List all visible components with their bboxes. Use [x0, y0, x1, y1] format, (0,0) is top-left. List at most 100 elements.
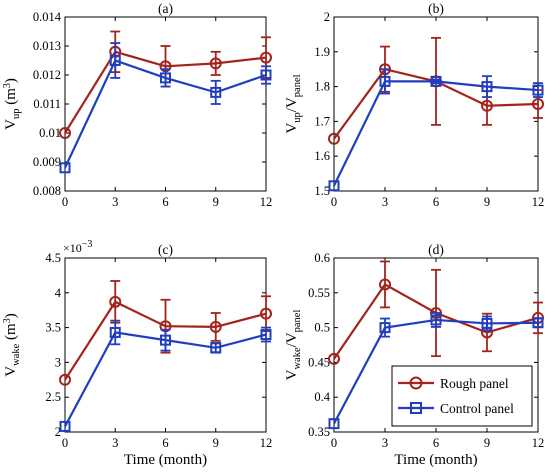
- ylabel-rest: /V: [284, 332, 300, 347]
- y-tick-label: 1.6: [314, 149, 330, 163]
- data-point: [59, 162, 71, 174]
- data-point: [532, 98, 544, 110]
- y-tick-label: 0.55: [308, 286, 330, 300]
- data-point: [260, 51, 272, 64]
- ylabel-sub: up: [11, 109, 22, 120]
- y-tick-label: 0.5: [314, 321, 330, 335]
- ylabel-end: ): [3, 78, 19, 83]
- y-tick-label: 0.45: [308, 355, 330, 369]
- data-point: [160, 334, 171, 346]
- y-tick-label: 1.8: [314, 80, 330, 94]
- ylabel-main: V: [3, 119, 19, 130]
- y-tick-label: 1.9: [314, 45, 330, 59]
- x-tick-label: 6: [162, 195, 168, 209]
- legend: Rough panel Control panel: [391, 365, 533, 427]
- data-point: [210, 86, 222, 98]
- x-tick-label: 12: [532, 436, 545, 450]
- data-point: [328, 352, 340, 365]
- data-point: [328, 180, 340, 192]
- x-tick-label: 6: [433, 436, 439, 450]
- panel-d: 0.35 0.4 0.45 0.5 0.55 0.6 0 3 6 9 12 (d) Vwake/Vpan…: [284, 242, 544, 468]
- data-point: [210, 342, 222, 354]
- data-point: [59, 420, 71, 432]
- y-tick-label: 1.7: [314, 114, 330, 128]
- ylabel-main: V: [3, 366, 19, 377]
- x-tick-label: 12: [260, 436, 273, 450]
- ylabel-sup: 3: [2, 83, 13, 88]
- ylabel-rest: (m: [3, 323, 19, 344]
- data-point: [532, 317, 544, 329]
- y-tick-label: 0.35: [308, 425, 330, 439]
- data-point: [481, 99, 493, 112]
- legend-marker: [410, 402, 422, 414]
- data-point: [260, 307, 272, 320]
- data-point: [328, 418, 340, 430]
- ylabel-sup: 3: [2, 318, 13, 323]
- exponent-label: ×10−3: [63, 239, 92, 255]
- x-tick-label: 0: [62, 195, 68, 209]
- y-tick-label: 4: [55, 286, 62, 300]
- y-tick-label: 0.009: [33, 155, 61, 169]
- x-tick-label: 12: [532, 195, 545, 209]
- data-point: [379, 322, 391, 334]
- series-control: [59, 42, 272, 174]
- legend-box: [391, 365, 533, 427]
- data-point: [481, 81, 493, 93]
- panel-title: (d): [428, 242, 444, 257]
- data-point: [59, 373, 71, 386]
- legend-label: Control panel: [440, 401, 514, 416]
- x-tick-label: 3: [382, 195, 388, 209]
- x-tick-label: 9: [213, 436, 219, 450]
- y-tick-label: 0.013: [33, 39, 61, 53]
- series-rough: [59, 280, 272, 386]
- y-tick-label: 0.012: [33, 68, 61, 82]
- y-tick-label: 0.008: [33, 184, 61, 198]
- data-point: [209, 320, 222, 333]
- data-point: [209, 57, 222, 70]
- series-control: [328, 68, 544, 192]
- ylabel-sub: up: [292, 112, 303, 123]
- data-point: [379, 75, 391, 87]
- panel-title: (a): [158, 1, 173, 16]
- x-tick-label: 9: [213, 195, 219, 209]
- y-tick-label: 0.6: [314, 251, 330, 265]
- y-tick-label: 3.5: [45, 321, 61, 335]
- x-tick-label: 0: [331, 195, 337, 209]
- y-axis-label: Vwake/Vpanel: [284, 310, 303, 381]
- ylabel-sub2: panel: [292, 74, 303, 97]
- x-tick-label: 3: [112, 195, 118, 209]
- ylabel-sub: wake: [292, 347, 303, 369]
- x-tick-label: 9: [484, 195, 490, 209]
- ylabel-sub: wake: [11, 343, 22, 365]
- data-point: [109, 326, 121, 338]
- y-tick-label: 0.01: [39, 126, 61, 140]
- data-point: [379, 278, 391, 291]
- panel-title: (b): [428, 1, 444, 16]
- data-point: [260, 329, 272, 341]
- x-tick-label: 12: [260, 195, 273, 209]
- legend-label: Rough panel: [440, 376, 509, 391]
- data-point: [109, 295, 122, 308]
- data-point: [532, 84, 544, 96]
- series-control: [328, 312, 544, 430]
- x-tick-label: 6: [433, 195, 439, 209]
- y-tick-label: 1.5: [314, 184, 330, 198]
- x-tick-label: 0: [331, 436, 337, 450]
- x-tick-label: 3: [382, 436, 388, 450]
- data-point: [430, 314, 442, 326]
- legend-entry: Rough panel: [398, 376, 509, 391]
- ylabel-main: V: [284, 123, 300, 134]
- data-point: [481, 317, 493, 329]
- x-tick-label: 3: [112, 436, 118, 450]
- legend-entry: Control panel: [398, 401, 514, 416]
- series-control: [59, 319, 272, 432]
- y-tick-label: 2.5: [45, 390, 61, 404]
- panel-title: (c): [158, 242, 173, 257]
- exponent-power: −3: [82, 239, 93, 250]
- data-point: [328, 132, 340, 145]
- x-tick-label: 6: [162, 436, 168, 450]
- y-axis-label: Vup (m3): [2, 78, 22, 130]
- x-axis-label: Time (month): [124, 452, 207, 468]
